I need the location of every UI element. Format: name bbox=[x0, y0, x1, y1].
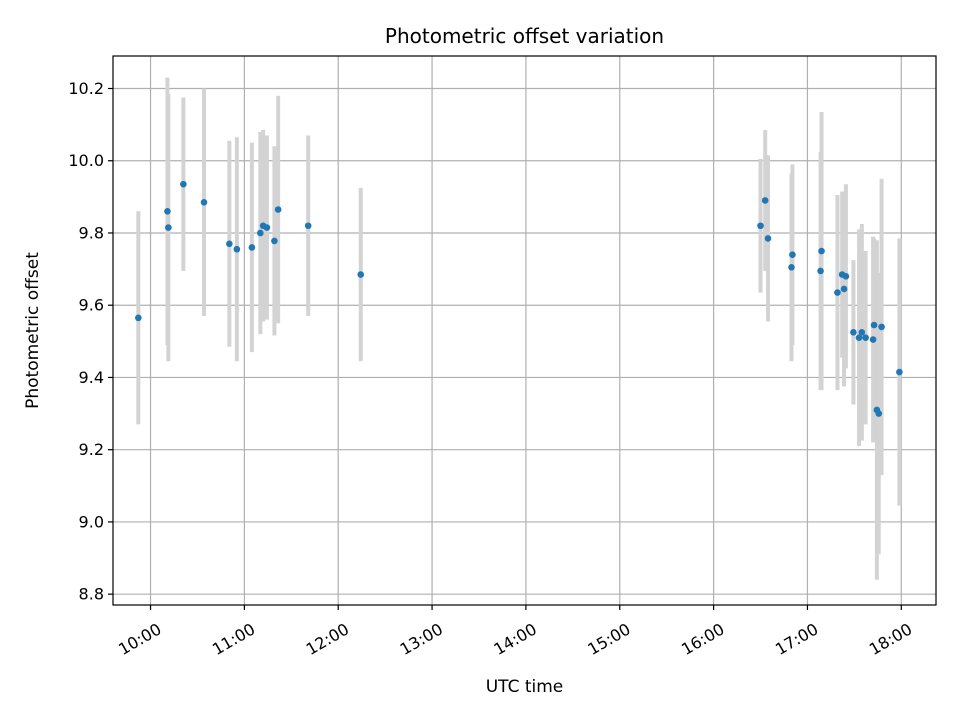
data-point bbox=[761, 197, 769, 204]
data-point bbox=[858, 329, 866, 336]
data-point bbox=[304, 222, 312, 230]
data-point bbox=[357, 271, 365, 278]
y-tick-label: 9.6 bbox=[79, 296, 104, 315]
data-point bbox=[855, 334, 863, 342]
data-point bbox=[274, 206, 282, 213]
data-point bbox=[164, 208, 171, 215]
data-point bbox=[817, 267, 824, 275]
data-point bbox=[165, 224, 172, 231]
data-point bbox=[840, 285, 848, 293]
y-tick-label: 8.8 bbox=[79, 585, 104, 604]
data-point bbox=[271, 237, 278, 245]
data-point bbox=[896, 368, 903, 376]
data-point bbox=[818, 247, 825, 255]
data-point bbox=[788, 263, 795, 271]
data-point bbox=[875, 410, 883, 417]
y-axis-title: Photometric offset bbox=[23, 252, 43, 409]
data-point bbox=[834, 289, 841, 296]
data-point bbox=[226, 240, 233, 248]
plot-frame bbox=[112, 55, 937, 606]
data-points bbox=[135, 180, 903, 417]
data-point bbox=[233, 245, 241, 253]
y-tick-label: 9.0 bbox=[79, 512, 104, 531]
y-tick-label: 9.8 bbox=[79, 223, 104, 242]
data-point bbox=[757, 222, 764, 230]
x-axis-title: UTC time bbox=[486, 677, 564, 697]
y-tick-label: 10.0 bbox=[68, 151, 104, 170]
data-point bbox=[862, 334, 869, 342]
data-point bbox=[135, 314, 142, 322]
data-point bbox=[842, 273, 850, 280]
data-point bbox=[263, 224, 271, 231]
data-point bbox=[764, 235, 772, 242]
data-point bbox=[180, 180, 187, 188]
y-tick-label: 10.2 bbox=[68, 79, 104, 98]
y-tick-label: 9.4 bbox=[79, 368, 104, 387]
data-point bbox=[850, 329, 857, 336]
data-point bbox=[257, 229, 264, 237]
data-point bbox=[870, 321, 878, 329]
data-point bbox=[248, 244, 256, 251]
data-point bbox=[869, 336, 877, 343]
y-tick-label: 9.2 bbox=[79, 440, 104, 459]
data-point bbox=[878, 323, 885, 331]
chart-title: Photometric offset variation bbox=[385, 24, 664, 48]
grid-lines bbox=[113, 56, 936, 605]
data-point bbox=[200, 198, 208, 206]
data-point bbox=[789, 251, 796, 258]
